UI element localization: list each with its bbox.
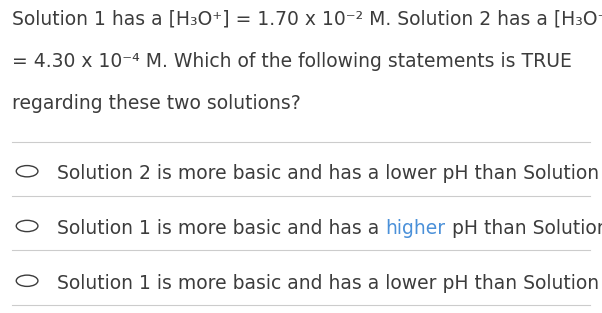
Text: Solution 1 has a [H₃O⁺] = 1.70 x 10⁻² M. Solution 2 has a [H₃O⁺]: Solution 1 has a [H₃O⁺] = 1.70 x 10⁻² M.…: [12, 9, 602, 28]
Text: = 4.30 x 10⁻⁴ M. Which of the following statements is TRUE: = 4.30 x 10⁻⁴ M. Which of the following …: [12, 52, 572, 71]
Text: higher: higher: [385, 219, 445, 238]
Text: Solution 2 is more basic and has a lower pH than Solution 1.: Solution 2 is more basic and has a lower…: [57, 164, 602, 183]
Text: Solution 1 is more basic and has a lower pH than Solution 2.: Solution 1 is more basic and has a lower…: [57, 274, 602, 293]
Text: regarding these two solutions?: regarding these two solutions?: [12, 94, 301, 113]
Text: pH than Solution 2.: pH than Solution 2.: [445, 219, 602, 238]
Text: Solution 1 is more basic and has a: Solution 1 is more basic and has a: [57, 219, 385, 238]
